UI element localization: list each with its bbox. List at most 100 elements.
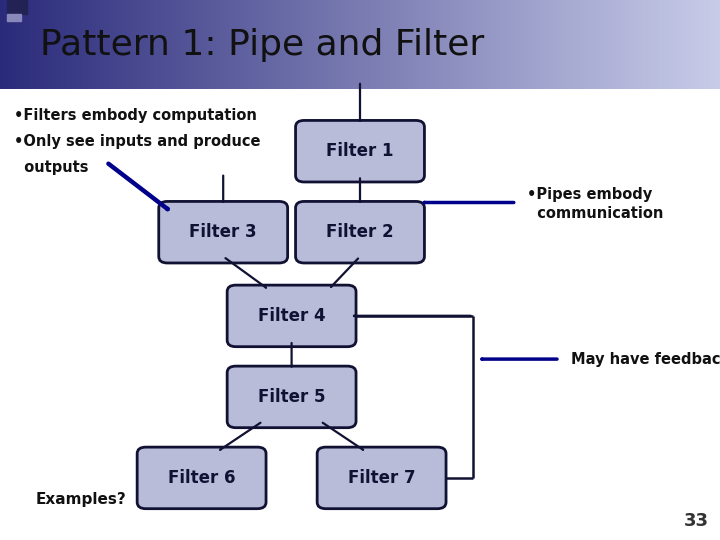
Bar: [343, 0, 344, 89]
Bar: [396, 0, 397, 89]
Bar: [331, 0, 333, 89]
Bar: [294, 0, 295, 89]
Bar: [98, 0, 99, 89]
Bar: [642, 0, 644, 89]
Bar: [350, 0, 351, 89]
Bar: [687, 0, 688, 89]
Bar: [426, 0, 428, 89]
Bar: [158, 0, 160, 89]
Bar: [526, 0, 527, 89]
Bar: [677, 0, 678, 89]
Bar: [161, 0, 163, 89]
Bar: [392, 0, 393, 89]
Bar: [635, 0, 636, 89]
Bar: [477, 0, 478, 89]
Bar: [444, 0, 445, 89]
Bar: [37, 0, 39, 89]
Bar: [99, 0, 101, 89]
Bar: [43, 0, 45, 89]
Bar: [138, 0, 140, 89]
Bar: [0, 0, 1, 89]
Bar: [498, 0, 500, 89]
FancyBboxPatch shape: [296, 201, 424, 263]
Bar: [606, 0, 608, 89]
Bar: [626, 0, 628, 89]
Bar: [700, 0, 701, 89]
Bar: [121, 0, 122, 89]
Bar: [361, 0, 363, 89]
Bar: [190, 0, 192, 89]
Bar: [528, 0, 530, 89]
Bar: [225, 0, 226, 89]
Text: Filter 4: Filter 4: [258, 307, 325, 325]
Bar: [282, 0, 284, 89]
Bar: [521, 0, 523, 89]
Bar: [465, 0, 467, 89]
Bar: [323, 0, 324, 89]
Bar: [213, 0, 215, 89]
Bar: [655, 0, 657, 89]
Bar: [235, 0, 236, 89]
Bar: [212, 0, 213, 89]
Bar: [514, 0, 516, 89]
Bar: [382, 0, 383, 89]
Bar: [308, 0, 310, 89]
FancyBboxPatch shape: [318, 447, 446, 509]
Bar: [436, 0, 438, 89]
Bar: [135, 0, 137, 89]
Bar: [582, 0, 583, 89]
Bar: [275, 0, 276, 89]
Bar: [289, 0, 291, 89]
Bar: [577, 0, 579, 89]
Bar: [658, 0, 660, 89]
Bar: [701, 0, 703, 89]
Bar: [187, 0, 189, 89]
Text: Filter 7: Filter 7: [348, 469, 415, 487]
Bar: [183, 0, 184, 89]
Bar: [102, 0, 104, 89]
Bar: [353, 0, 354, 89]
Bar: [272, 0, 274, 89]
Bar: [22, 0, 23, 89]
Bar: [16, 0, 17, 89]
Bar: [615, 0, 616, 89]
Bar: [694, 0, 696, 89]
Bar: [559, 0, 560, 89]
Bar: [297, 0, 298, 89]
Bar: [104, 0, 105, 89]
Bar: [543, 0, 544, 89]
Bar: [86, 0, 88, 89]
Bar: [641, 0, 642, 89]
Bar: [599, 0, 600, 89]
Bar: [111, 0, 112, 89]
Bar: [408, 0, 409, 89]
Bar: [403, 0, 405, 89]
FancyBboxPatch shape: [137, 447, 266, 509]
Bar: [192, 0, 193, 89]
Bar: [475, 0, 477, 89]
Bar: [505, 0, 507, 89]
Bar: [181, 0, 183, 89]
Bar: [132, 0, 134, 89]
FancyBboxPatch shape: [158, 201, 288, 263]
Bar: [589, 0, 590, 89]
Bar: [147, 0, 148, 89]
Bar: [386, 0, 387, 89]
Bar: [340, 0, 341, 89]
Bar: [27, 0, 29, 89]
Bar: [24, 0, 26, 89]
Bar: [348, 0, 350, 89]
Bar: [154, 0, 156, 89]
Bar: [485, 0, 487, 89]
Bar: [249, 0, 251, 89]
Bar: [243, 0, 245, 89]
Bar: [697, 0, 698, 89]
Bar: [39, 0, 40, 89]
Bar: [236, 0, 238, 89]
Bar: [206, 0, 207, 89]
Bar: [572, 0, 573, 89]
Bar: [598, 0, 599, 89]
Bar: [115, 0, 117, 89]
Bar: [338, 0, 340, 89]
Bar: [325, 0, 327, 89]
